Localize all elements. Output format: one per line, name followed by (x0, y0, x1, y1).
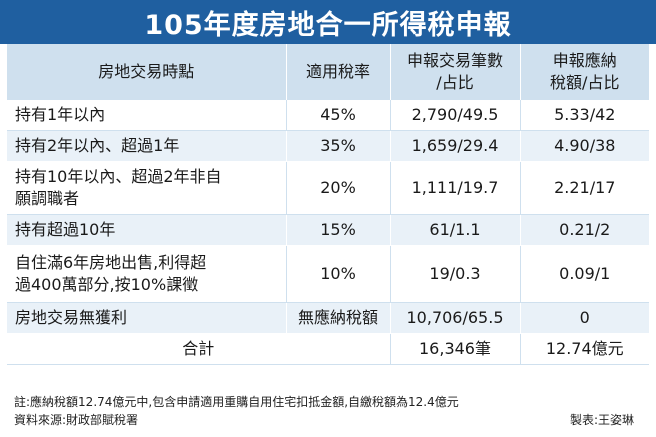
total-label: 合計 (7, 333, 391, 365)
row-rate: 無應納稅額 (286, 302, 391, 334)
row-tax: 2.21/17 (520, 161, 649, 215)
row-rate: 20% (286, 161, 391, 215)
row-count: 19/0.3 (390, 245, 521, 303)
row-count: 1,659/29.4 (390, 130, 521, 162)
note-text: 註:應納稅額12.74億元中,包含申請適用重購自用住宅扣抵金額,自繳稅額為12.… (14, 395, 459, 409)
footnotes: 註:應納稅額12.74億元中,包含申請適用重購自用住宅扣抵金額,自繳稅額為12.… (14, 393, 644, 429)
row-tax: 5.33/42 (520, 100, 649, 131)
total-tax: 12.74億元 (520, 333, 649, 365)
table-row: 持有超過10年 15% 61/1.1 0.21/2 (7, 214, 649, 246)
total-row: 合計 16,346筆 12.74億元 (7, 333, 649, 365)
table-row: 持有10年以內、超過2年非自 願調職者 20% 1,111/19.7 2.21/1… (7, 161, 649, 215)
header-tax-rate: 適用稅率 (286, 44, 391, 100)
row-item: 持有超過10年 (7, 214, 287, 246)
row-rate: 10% (286, 245, 391, 303)
credit-text: 製表:王姿琳 (569, 413, 634, 427)
row-rate: 45% (286, 100, 391, 131)
row-item: 持有2年以內、超過1年 (7, 130, 287, 162)
table-row: 自住滿6年房地出售,利得超 過400萬部分,按10%課徵 10% 19/0.3 0… (7, 245, 649, 303)
row-rate: 35% (286, 130, 391, 162)
header-filing-count: 申報交易筆數/占比 (390, 44, 521, 100)
row-item: 持有1年以內 (7, 100, 287, 131)
header-transaction-period: 房地交易時點 (7, 44, 287, 100)
table-header-row: 房地交易時點 適用稅率 申報交易筆數/占比 申報應納 稅額/占比 (7, 44, 649, 100)
row-tax: 0.09/1 (520, 245, 649, 303)
row-rate: 15% (286, 214, 391, 246)
row-count: 61/1.1 (390, 214, 521, 246)
row-tax: 4.90/38 (520, 130, 649, 162)
source-text: 資料來源:財政部賦稅署 (14, 413, 139, 427)
table-row: 房地交易無獲利 無應納稅額 10,706/65.5 0 (7, 302, 649, 334)
row-item: 房地交易無獲利 (7, 302, 287, 334)
row-count: 1,111/19.7 (390, 161, 521, 215)
row-tax: 0.21/2 (520, 214, 649, 246)
table-row: 持有2年以內、超過1年 35% 1,659/29.4 4.90/38 (7, 130, 649, 162)
total-count: 16,346筆 (390, 333, 521, 365)
row-count: 2,790/49.5 (390, 100, 521, 131)
row-item: 自住滿6年房地出售,利得超 過400萬部分,按10%課徵 (7, 245, 287, 303)
row-item: 持有10年以內、超過2年非自 願調職者 (7, 161, 287, 215)
row-count: 10,706/65.5 (390, 302, 521, 334)
tax-table: 房地交易時點 適用稅率 申報交易筆數/占比 申報應納 稅額/占比 持有1年以內 4… (7, 44, 649, 365)
table-row: 持有1年以內 45% 2,790/49.5 5.33/42 (7, 100, 649, 131)
page-title: 105年度房地合一所得稅申報 (0, 0, 656, 44)
header-tax-payable: 申報應納 稅額/占比 (520, 44, 649, 100)
row-tax: 0 (520, 302, 649, 334)
